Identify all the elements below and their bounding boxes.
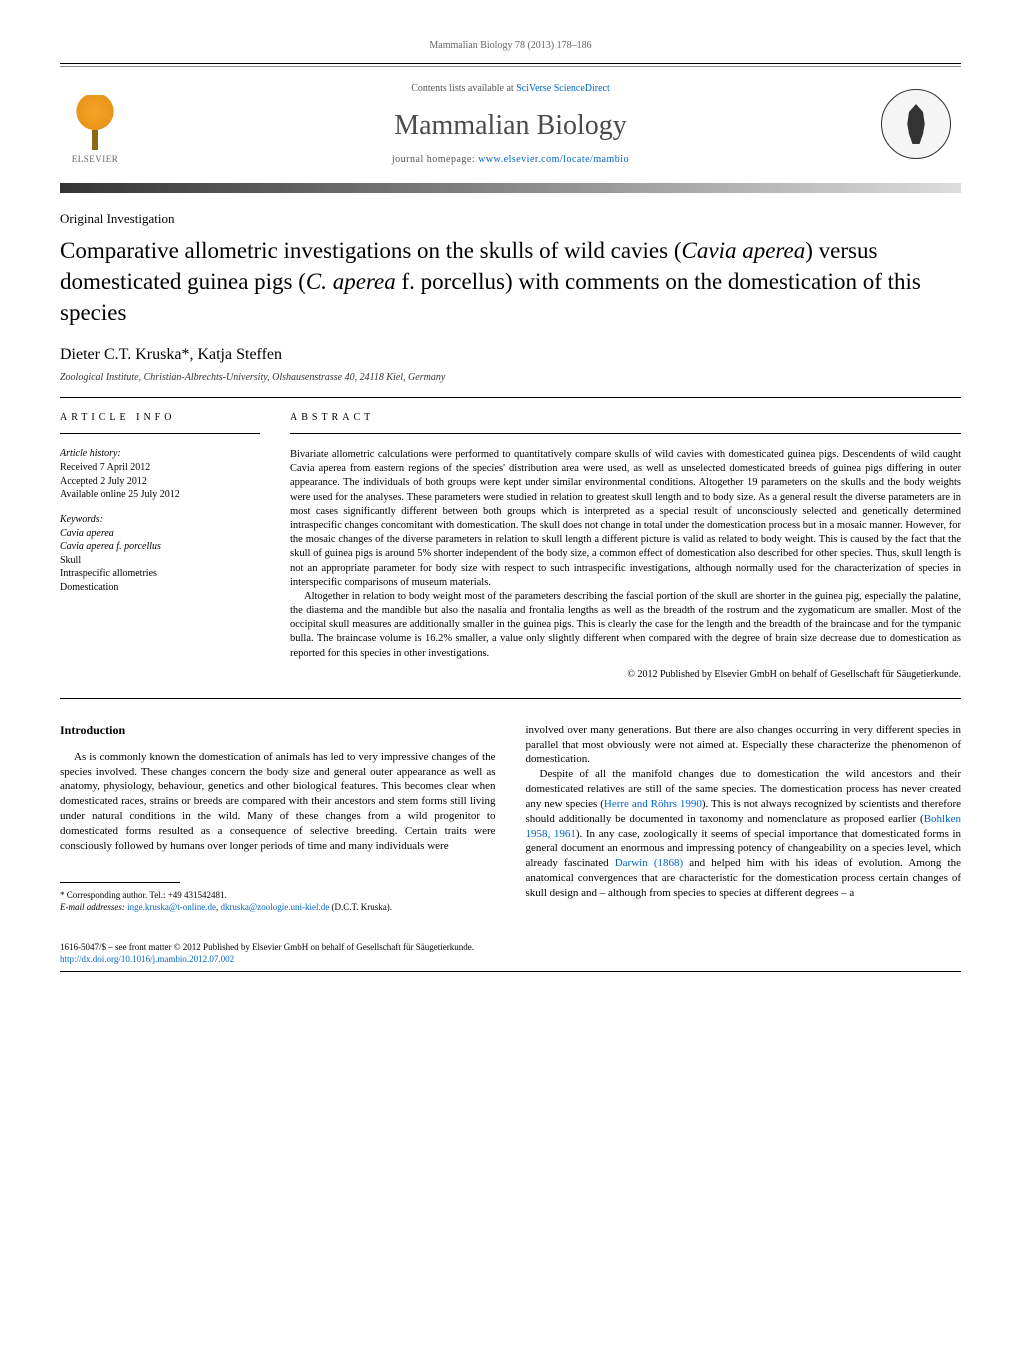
email-label: E-mail addresses: (60, 902, 127, 912)
bottom-info: 1616-5047/$ – see front matter © 2012 Pu… (60, 941, 961, 965)
article-info-label: article info (60, 412, 260, 423)
article-history: Article history: Received 7 April 2012 A… (60, 448, 260, 502)
contents-prefix: Contents lists available at (411, 83, 516, 94)
homepage-link[interactable]: www.elsevier.com/locate/mambio (478, 154, 629, 165)
abstract-text: Bivariate allometric calculations were p… (290, 448, 961, 661)
authors: Dieter C.T. Kruska*, Katja Steffen (60, 346, 961, 364)
running-header: Mammalian Biology 78 (2013) 178–186 (60, 40, 961, 51)
gradient-rule (60, 183, 961, 193)
citation-link[interactable]: Herre and Röhrs 1990 (604, 798, 702, 810)
rule (60, 433, 260, 434)
society-logo (881, 89, 951, 159)
rule (60, 63, 961, 64)
keywords-head: Keywords: (60, 514, 260, 525)
rule (60, 971, 961, 972)
email-link[interactable]: dkruska@zoologie.uni-kiel.de (220, 902, 329, 912)
citation-link[interactable]: Darwin (1868) (615, 857, 683, 869)
email-link[interactable]: inge.kruska@t-online.de (127, 902, 216, 912)
abstract-column: abstract Bivariate allometric calculatio… (290, 412, 961, 680)
affiliation: Zoological Institute, Christian-Albrecht… (60, 372, 961, 383)
abstract-paragraph: Bivariate allometric calculations were p… (290, 448, 961, 590)
body-text: As is commonly known the domestication o… (60, 750, 496, 854)
body-text: involved over many generations. But ther… (526, 723, 962, 901)
body-paragraph: Despite of all the manifold changes due … (526, 767, 962, 901)
body-paragraph: involved over many generations. But ther… (526, 723, 962, 768)
online-date: Available online 25 July 2012 (60, 488, 260, 502)
keyword: Cavia aperea (60, 527, 260, 541)
section-heading: Introduction (60, 723, 496, 738)
elsevier-logo: ELSEVIER (60, 84, 130, 164)
contents-line: Contents lists available at SciVerse Sci… (140, 83, 881, 94)
publisher-logo-block: ELSEVIER (60, 84, 140, 164)
issn-line: 1616-5047/$ – see front matter © 2012 Pu… (60, 941, 961, 953)
email-line: E-mail addresses: inge.kruska@t-online.d… (60, 901, 496, 913)
rule (60, 397, 961, 398)
article-info-column: article info Article history: Received 7… (60, 412, 260, 680)
masthead: ELSEVIER Contents lists available at Sci… (60, 75, 961, 177)
abstract-paragraph: Altogether in relation to body weight mo… (290, 590, 961, 661)
keyword: Intraspecific allometries (60, 567, 260, 581)
keyword: Skull (60, 554, 260, 568)
title-species: C. aperea (306, 269, 396, 294)
rule (60, 66, 961, 67)
corresponding-author-footnote: * Corresponding author. Tel.: +49 431542… (60, 889, 496, 913)
homepage-line: journal homepage: www.elsevier.com/locat… (140, 154, 881, 165)
abstract-copyright: © 2012 Published by Elsevier GmbH on beh… (290, 669, 961, 680)
history-head: Article history: (60, 448, 260, 459)
article-type: Original Investigation (60, 211, 961, 227)
elsevier-tree-icon (70, 95, 120, 150)
keyword: Cavia aperea f. porcellus (60, 541, 161, 552)
received-date: Received 7 April 2012 (60, 461, 260, 475)
keyword: Domestication (60, 581, 260, 595)
accepted-date: Accepted 2 July 2012 (60, 475, 260, 489)
info-abstract-row: article info Article history: Received 7… (60, 412, 961, 680)
publisher-name: ELSEVIER (72, 154, 119, 164)
article-title: Comparative allometric investigations on… (60, 235, 961, 328)
title-text: Comparative allometric investigations on… (60, 238, 682, 263)
body-column-left: Introduction As is commonly known the do… (60, 723, 496, 913)
journal-name: Mammalian Biology (140, 110, 881, 142)
rule (60, 698, 961, 699)
abstract-label: abstract (290, 412, 961, 423)
body-column-right: involved over many generations. But ther… (526, 723, 962, 913)
title-species: Cavia aperea (682, 238, 806, 263)
body-columns: Introduction As is commonly known the do… (60, 723, 961, 913)
society-logo-block (881, 89, 961, 159)
homepage-prefix: journal homepage: (392, 154, 478, 165)
body-paragraph: As is commonly known the domestication o… (60, 750, 496, 854)
keywords-block: Keywords: Cavia aperea Cavia aperea f. p… (60, 514, 260, 595)
masthead-center: Contents lists available at SciVerse Sci… (140, 83, 881, 165)
footnote-rule (60, 882, 180, 883)
rule (290, 433, 961, 434)
author-paren: (D.C.T. Kruska). (329, 902, 392, 912)
sciencedirect-link[interactable]: SciVerse ScienceDirect (516, 83, 610, 94)
doi-link[interactable]: http://dx.doi.org/10.1016/j.mambio.2012.… (60, 954, 234, 964)
corr-author-line: * Corresponding author. Tel.: +49 431542… (60, 889, 496, 901)
